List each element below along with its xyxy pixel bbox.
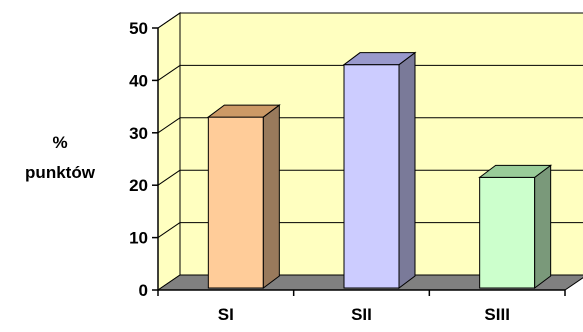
y-tick-label: 50 <box>129 19 148 38</box>
gridline-side <box>157 169 181 186</box>
y-axis-label-line1: % <box>52 133 68 152</box>
x-tick-label: SII <box>351 305 372 324</box>
side-wall <box>157 12 181 291</box>
bar-top <box>342 52 417 66</box>
bar <box>207 116 264 289</box>
y-tick-label: 10 <box>129 229 148 248</box>
gridline-side <box>157 64 181 81</box>
bar-top <box>478 164 553 178</box>
bar <box>343 64 400 289</box>
bar-side <box>262 104 280 289</box>
bar <box>479 176 536 289</box>
y-tick-label: 20 <box>129 176 148 195</box>
y-axis-label-line2: punktów <box>25 163 95 182</box>
y-tick-label: 40 <box>129 71 148 90</box>
gridline-side <box>157 12 181 29</box>
gridline-side <box>157 222 181 239</box>
x-tick-label: SI <box>218 305 234 324</box>
gridline-side <box>157 117 181 134</box>
bar-side <box>398 51 416 289</box>
bar-side <box>534 164 552 289</box>
y-tick-label: 30 <box>129 124 148 143</box>
x-tick-label: SIII <box>484 305 510 324</box>
bar-top <box>206 104 281 118</box>
y-tick-label: 0 <box>139 281 148 300</box>
y-axis-label: % punktów <box>10 128 110 188</box>
